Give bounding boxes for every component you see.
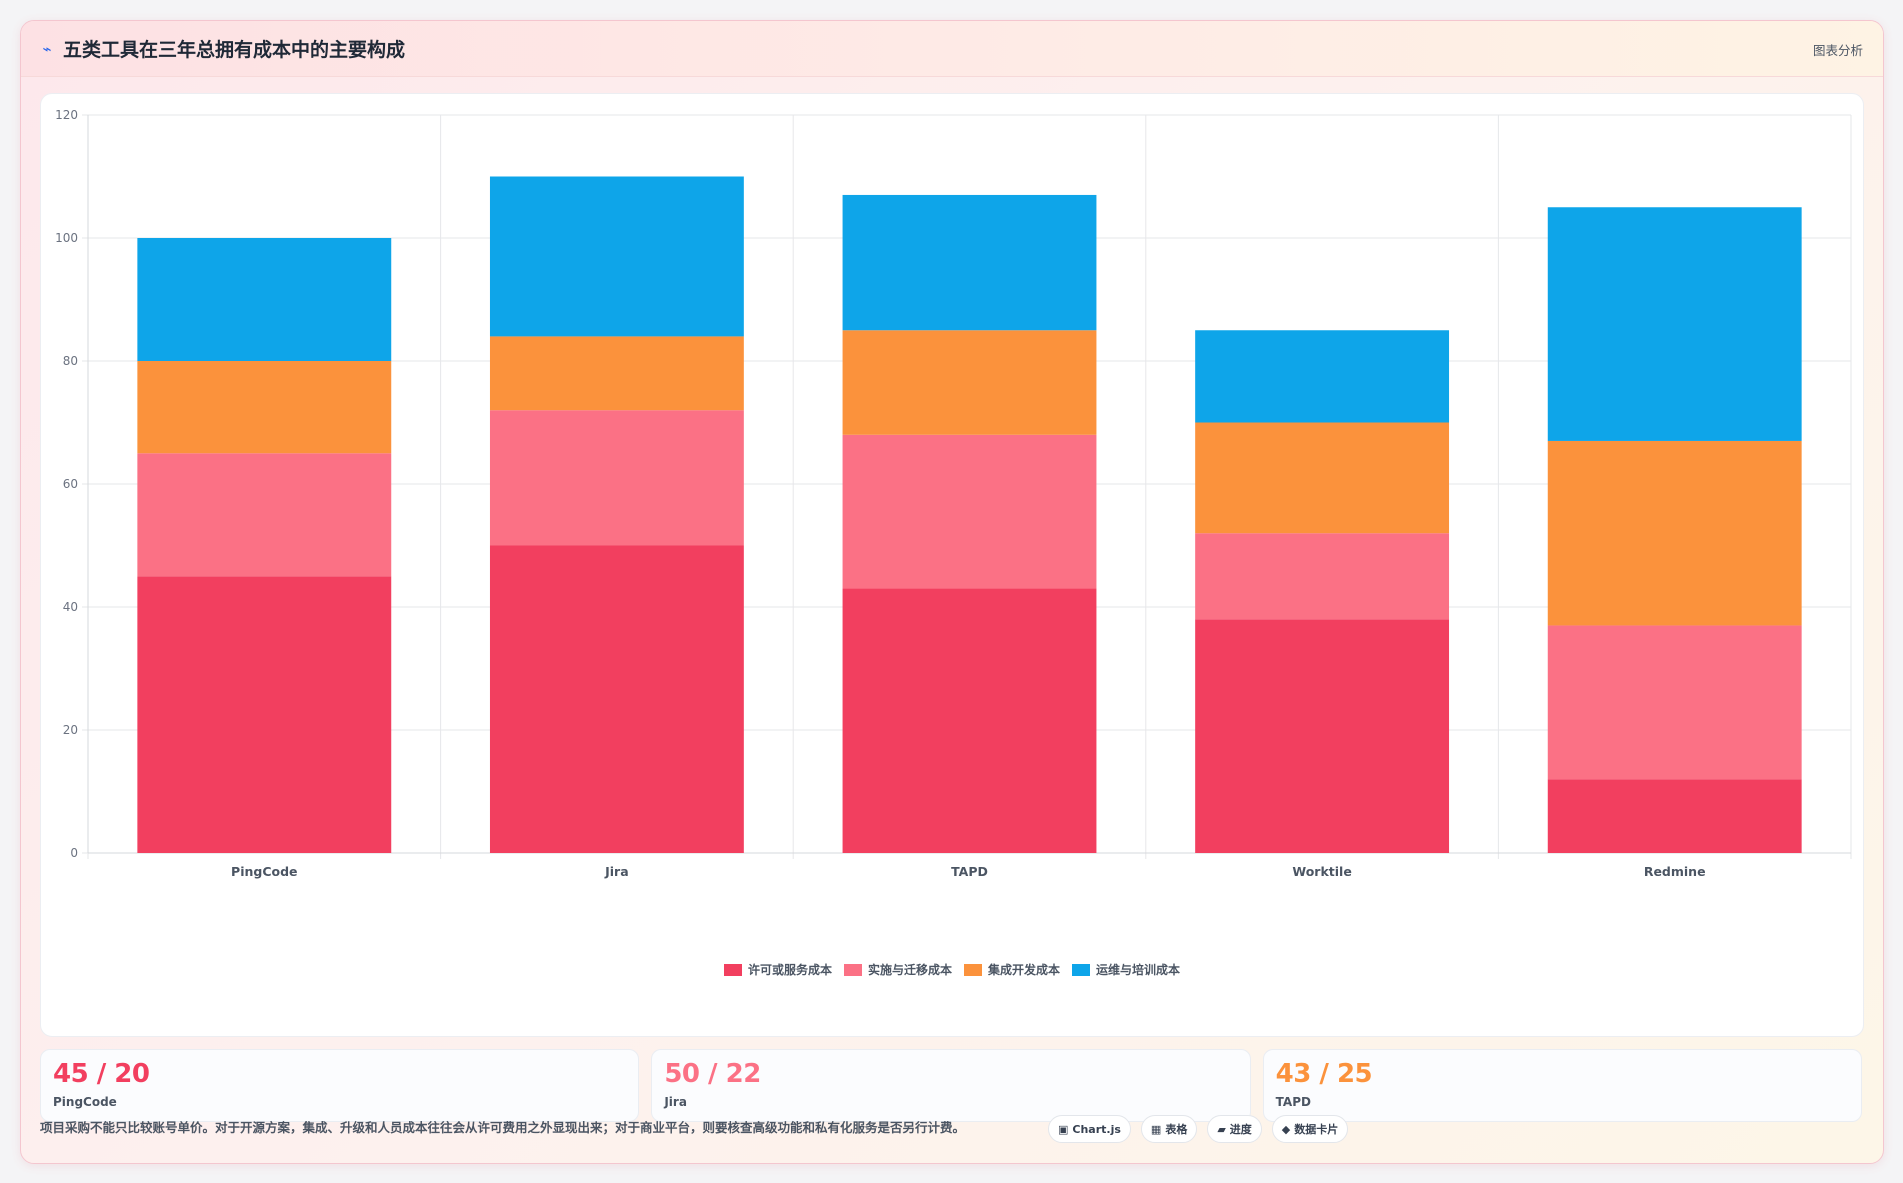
progress-icon: ▰ [1217,1122,1226,1136]
stat-card: 45 / 20 PingCode [40,1049,640,1122]
bar-segment [1195,422,1450,534]
bar-segment [137,238,392,361]
bar-segment [137,576,392,853]
bar-segment [489,176,744,337]
legend-swatch [964,963,982,976]
y-tick-label: 100 [55,231,78,245]
bar-segment [1195,330,1450,423]
bar-segment [1195,533,1450,620]
feature-chips: ▣ Chart.js ▦ 表格 ▰ 进度 ◆ 数据卡片 [1048,1115,1349,1143]
bar-segment [489,410,744,546]
chart-area: 0 20 40 60 80 100 120 PingCode Jira TAPD Worktile R… [40,93,1864,1037]
y-tick-label: 0 [70,846,78,860]
bar-segment [489,336,744,411]
y-tick-label: 40 [63,600,78,614]
chip-label: 进度 [1229,1123,1252,1136]
bar-segment [137,453,392,577]
chip-progress[interactable]: ▰ 进度 [1207,1115,1262,1143]
legend-label: 集成开发成本 [988,963,1061,977]
legend-item[interactable]: 实施与迁移成本 [843,961,952,978]
bar-segment [1547,779,1802,853]
y-tick-label: 20 [63,723,78,737]
chart-analysis-tag: 图表分析 [1812,43,1863,58]
bar-segment [842,588,1097,853]
chip-label: 数据卡片 [1294,1123,1339,1136]
y-tick-label: 60 [63,477,78,491]
bar-segment [1547,625,1802,780]
legend-item[interactable]: 许可或服务成本 [723,961,832,978]
stat-value: 43 / 25 [1275,1059,1373,1089]
stacked-bar-chart: 0 20 40 60 80 100 120 PingCode Jira TAPD Worktile R… [55,108,1852,879]
chip-chart[interactable]: ▣ Chart.js [1048,1115,1131,1143]
x-tick-label: Jira [604,864,629,879]
legend-label: 运维与培训成本 [1096,963,1181,977]
stat-value: 50 / 22 [664,1059,761,1089]
bar-segment [1547,440,1802,626]
chart-card: ⌁ 五类工具在三年总拥有成本中的主要构成 图表分析 0 20 40 60 80 100 12… [20,20,1884,1164]
bar-segment [1547,207,1802,441]
bar-segment [137,361,392,454]
chip-table[interactable]: ▦ 表格 [1140,1115,1198,1143]
x-tick-label: PingCode [231,864,297,879]
legend-item[interactable]: 运维与培训成本 [1072,961,1180,978]
stat-value: 45 / 20 [53,1059,150,1089]
chip-data-card[interactable]: ◆ 数据卡片 [1271,1115,1349,1143]
legend-item[interactable]: 集成开发成本 [964,961,1060,978]
stat-card: 43 / 25 TAPD [1262,1049,1862,1122]
x-tick-label: Redmine [1644,864,1706,879]
stat-label: TAPD [1275,1095,1311,1109]
bar-segment [489,545,744,853]
data-card-icon: ◆ [1281,1122,1291,1136]
chart-legend: 许可或服务成本 实施与迁移成本 集成开发成本 运维与培训成本 [41,961,1863,978]
stat-card: 50 / 22 Jira [651,1049,1251,1122]
chart-bolt-icon: ⌁ [42,39,52,58]
legend-swatch [723,963,742,976]
bar-segment [842,330,1097,435]
chip-label: 表格 [1165,1123,1188,1136]
x-tick-label: TAPD [951,864,988,879]
x-tick-label: Worktile [1292,864,1351,879]
bar-segment [842,194,1097,331]
chart-title: 五类工具在三年总拥有成本中的主要构成 [63,39,406,61]
y-tick-label: 120 [55,108,78,122]
legend-label: 许可或服务成本 [747,963,832,977]
bar-segment [842,434,1097,589]
legend-swatch [1072,963,1091,976]
legend-label: 实施与迁移成本 [867,963,952,977]
table-icon: ▦ [1150,1122,1162,1136]
footer-note: 项目采购不能只比较账号单价。对于开源方案，集成、升级和人员成本往往会从许可费用之… [40,1120,966,1135]
stat-label: PingCode [53,1095,117,1109]
legend-swatch [843,963,862,976]
stat-label: Jira [664,1095,687,1109]
bar-segment [1195,619,1450,853]
card-header: ⌁ 五类工具在三年总拥有成本中的主要构成 图表分析 [21,21,1883,77]
chart-icon: ▣ [1058,1122,1069,1136]
chip-label: Chart.js [1072,1122,1121,1136]
stat-cards: 45 / 20 PingCode 50 / 22 Jira 43 / 25 TAPD [40,1049,1862,1122]
y-tick-label: 80 [63,354,78,368]
